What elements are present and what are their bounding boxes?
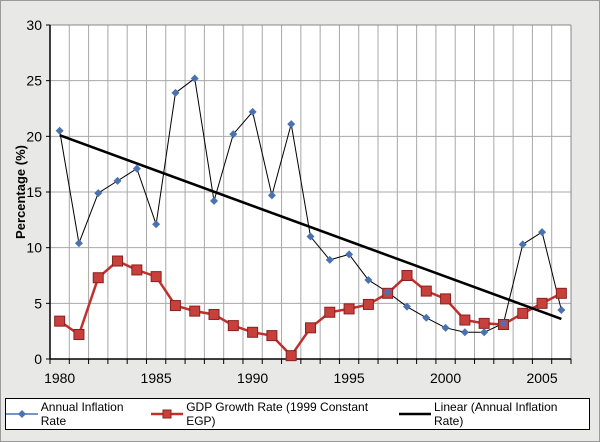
gdp-point bbox=[401, 270, 413, 281]
gdp-point bbox=[555, 287, 567, 299]
y-axis-label: Percentage (%) bbox=[13, 145, 28, 239]
inflation-point bbox=[287, 120, 296, 129]
inflation-point bbox=[190, 74, 199, 83]
inflation-point bbox=[422, 313, 431, 322]
gdp-point bbox=[420, 285, 432, 297]
gdp-point bbox=[536, 297, 548, 309]
legend-label: GDP Growth Rate (1999 Constant EGP) bbox=[186, 400, 369, 428]
square-marker-icon bbox=[151, 409, 184, 419]
gdp-point bbox=[440, 293, 452, 305]
inflation-point bbox=[364, 275, 373, 284]
x-tick-label: 1990 bbox=[237, 370, 268, 386]
inflation-point bbox=[132, 164, 141, 173]
gdp-point bbox=[362, 298, 374, 310]
x-tick-label: 1980 bbox=[44, 370, 75, 386]
y-tick-label: 10 bbox=[26, 240, 42, 256]
y-tick-label: 15 bbox=[26, 184, 42, 200]
inflation-point bbox=[113, 176, 122, 185]
gdp-point bbox=[266, 330, 278, 342]
gdp-point bbox=[459, 314, 471, 326]
inflation-point bbox=[518, 240, 527, 249]
gdp-point bbox=[285, 350, 297, 362]
inflation-point bbox=[152, 220, 161, 229]
gdp-point bbox=[189, 305, 201, 317]
inflation-point bbox=[248, 107, 257, 116]
gdp-point bbox=[208, 308, 220, 320]
inflation-point bbox=[499, 319, 508, 328]
gdp-point bbox=[247, 326, 259, 338]
inflation-point bbox=[171, 88, 180, 97]
x-tick-label: 1995 bbox=[334, 370, 365, 386]
gdp-point bbox=[478, 317, 490, 329]
inflation-point bbox=[345, 250, 354, 259]
inflation-point bbox=[441, 323, 450, 332]
legend-item-inflation: Annual Inflation Rate bbox=[6, 400, 151, 428]
inflation-point bbox=[460, 328, 469, 337]
x-tick-label: 2005 bbox=[526, 370, 557, 386]
inflation-point bbox=[94, 189, 103, 198]
gdp-point bbox=[517, 307, 529, 319]
diamond-marker-icon bbox=[6, 410, 38, 418]
x-tick-label: 1985 bbox=[141, 370, 172, 386]
legend: Annual Inflation Rate GDP Growth Rate (1… bbox=[5, 398, 590, 430]
y-tick-label: 20 bbox=[26, 128, 42, 144]
gdp-point bbox=[92, 272, 104, 284]
legend-item-gdp: GDP Growth Rate (1999 Constant EGP) bbox=[151, 400, 399, 428]
inflation-point bbox=[55, 126, 64, 135]
gdp-point bbox=[73, 329, 85, 341]
y-tick-label: 25 bbox=[26, 73, 42, 89]
legend-label: Linear (Annual Inflation Rate) bbox=[434, 400, 558, 428]
legend-item-trend: Linear (Annual Inflation Rate) bbox=[399, 400, 589, 428]
legend-label: Annual Inflation Rate bbox=[40, 400, 124, 428]
inflation-point bbox=[306, 232, 315, 241]
y-tick-label: 5 bbox=[34, 295, 42, 311]
inflation-point bbox=[267, 191, 276, 200]
trend-line bbox=[59, 134, 562, 321]
inflation-point bbox=[480, 328, 489, 337]
inflation-point bbox=[402, 302, 411, 311]
gdp-point bbox=[324, 306, 336, 318]
gdp-point bbox=[150, 271, 162, 283]
x-tick-label: 2000 bbox=[430, 370, 461, 386]
inflation-point bbox=[383, 288, 392, 297]
y-tick-label: 30 bbox=[26, 17, 42, 33]
gdp-point bbox=[227, 320, 239, 332]
gdp-point bbox=[343, 303, 355, 315]
inflation-point bbox=[210, 196, 219, 205]
gdp-point bbox=[112, 255, 124, 267]
inflation-point bbox=[557, 306, 566, 315]
inflation-point bbox=[74, 239, 83, 248]
gdp-point bbox=[131, 264, 143, 276]
inflation-point bbox=[538, 228, 547, 237]
y-tick-label: 0 bbox=[34, 351, 42, 367]
inflation-point bbox=[325, 255, 334, 264]
gdp-point bbox=[54, 315, 66, 327]
line-marker-icon bbox=[399, 412, 431, 416]
inflation-point bbox=[229, 130, 238, 139]
gdp-point bbox=[305, 322, 316, 334]
gdp-point bbox=[169, 300, 181, 312]
